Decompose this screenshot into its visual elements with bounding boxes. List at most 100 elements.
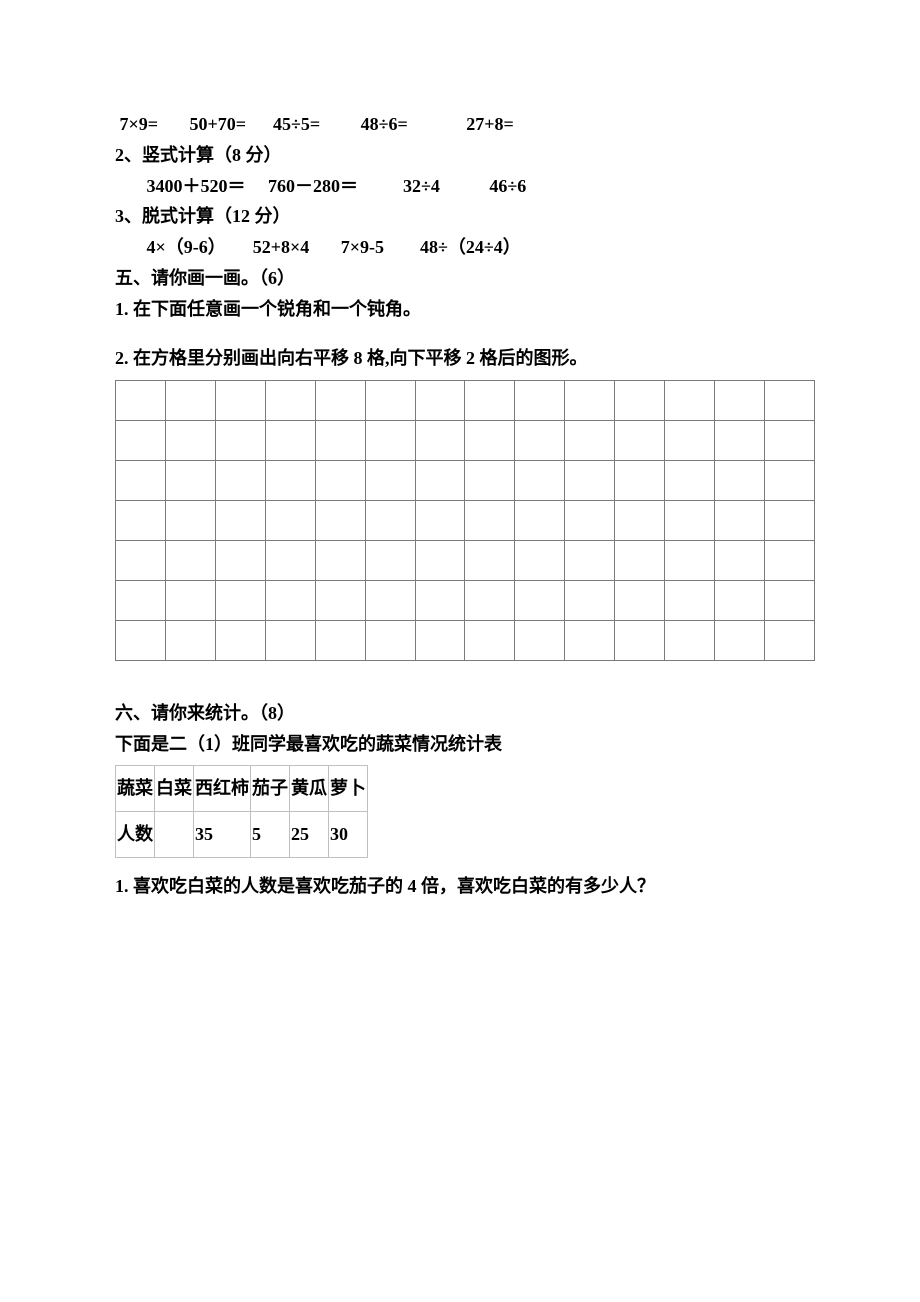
grid-cell <box>415 581 465 621</box>
grid-cell <box>565 501 615 541</box>
stats-cell: 蔬菜 <box>116 765 155 811</box>
stats-cell: 25 <box>290 811 329 857</box>
grid-cell <box>165 501 215 541</box>
grid-cell <box>515 461 565 501</box>
grid-cell <box>565 621 615 661</box>
section6-title: 六、请你来统计。（8） <box>115 699 805 728</box>
grid-cell <box>116 421 166 461</box>
grid-cell <box>665 581 715 621</box>
grid-cell <box>565 421 615 461</box>
grid-cell <box>615 581 665 621</box>
grid-cell <box>615 541 665 581</box>
grid-cell <box>215 501 265 541</box>
grid-cell <box>165 581 215 621</box>
grid-row <box>116 501 815 541</box>
grid-cell <box>764 501 814 541</box>
grid-cell <box>265 581 315 621</box>
grid-row <box>116 421 815 461</box>
spacer <box>115 326 805 344</box>
grid-cell <box>465 501 515 541</box>
grid-cell <box>665 421 715 461</box>
grid-cell <box>215 381 265 421</box>
grid-cell <box>764 461 814 501</box>
grid-cell <box>415 461 465 501</box>
grid-cell <box>415 381 465 421</box>
grid-cell <box>565 541 615 581</box>
grid-cell <box>415 421 465 461</box>
grid-cell <box>165 541 215 581</box>
grid-cell <box>515 381 565 421</box>
page-content: 7×9= 50+70= 45÷5= 48÷6= 27+8= 2、竖式计算（8 分… <box>0 0 920 942</box>
grid-cell <box>415 621 465 661</box>
step-calc-line: 4×（9-6） 52+8×4 7×9-5 48÷（24÷4） <box>115 233 805 262</box>
grid-cell <box>615 421 665 461</box>
grid-cell <box>465 381 515 421</box>
grid-cell <box>215 421 265 461</box>
grid-cell <box>715 581 765 621</box>
grid-cell <box>615 621 665 661</box>
grid-cell <box>265 461 315 501</box>
stats-cell: 茄子 <box>251 765 290 811</box>
grid-cell <box>465 461 515 501</box>
grid-cell <box>665 381 715 421</box>
grid-cell <box>116 381 166 421</box>
grid-cell <box>515 581 565 621</box>
stats-header-row: 蔬菜白菜西红柿茄子黄瓜萝卜 <box>116 765 368 811</box>
grid-cell <box>715 421 765 461</box>
grid-cell <box>116 541 166 581</box>
grid-cell <box>615 501 665 541</box>
grid-cell <box>365 381 415 421</box>
grid-cell <box>615 381 665 421</box>
grid-cell <box>415 501 465 541</box>
section5-q1: 1. 在下面任意画一个锐角和一个钝角。 <box>115 295 805 324</box>
grid-cell <box>365 541 415 581</box>
section6-sub: 下面是二（1）班同学最喜欢吃的蔬菜情况统计表 <box>115 730 805 759</box>
grid-cell <box>315 421 365 461</box>
spacer <box>115 681 805 699</box>
grid-cell <box>715 461 765 501</box>
grid-cell <box>465 581 515 621</box>
grid-cell <box>565 381 615 421</box>
grid-row <box>116 621 815 661</box>
grid-cell <box>365 461 415 501</box>
section5-title: 五、请你画一画。（6） <box>115 264 805 293</box>
mental-calc-line: 7×9= 50+70= 45÷5= 48÷6= 27+8= <box>115 110 805 139</box>
grid-cell <box>215 461 265 501</box>
grid-cell <box>165 461 215 501</box>
grid-cell <box>215 581 265 621</box>
stats-cell: 西红柿 <box>194 765 251 811</box>
stats-cell: 35 <box>194 811 251 857</box>
stats-cell: 人数 <box>116 811 155 857</box>
grid-cell <box>665 621 715 661</box>
grid-cell <box>515 501 565 541</box>
grid-cell <box>116 461 166 501</box>
grid-cell <box>215 541 265 581</box>
stats-cell: 萝卜 <box>329 765 368 811</box>
translation-grid <box>115 380 815 661</box>
grid-cell <box>715 501 765 541</box>
step-title: 3、脱式计算（12 分） <box>115 202 805 231</box>
grid-row <box>116 461 815 501</box>
grid-cell <box>615 461 665 501</box>
stats-cell <box>155 811 194 857</box>
grid-cell <box>515 541 565 581</box>
grid-cell <box>565 581 615 621</box>
grid-cell <box>116 621 166 661</box>
grid-cell <box>365 621 415 661</box>
grid-row <box>116 581 815 621</box>
grid-cell <box>715 621 765 661</box>
stats-cell: 黄瓜 <box>290 765 329 811</box>
section5-q2: 2. 在方格里分别画出向右平移 8 格,向下平移 2 格后的图形。 <box>115 344 805 373</box>
grid-cell <box>315 621 365 661</box>
grid-row <box>116 541 815 581</box>
grid-cell <box>265 541 315 581</box>
grid-cell <box>365 421 415 461</box>
grid-cell <box>515 621 565 661</box>
stats-cell: 5 <box>251 811 290 857</box>
stats-cell: 30 <box>329 811 368 857</box>
grid-cell <box>165 621 215 661</box>
grid-cell <box>665 541 715 581</box>
grid-cell <box>465 621 515 661</box>
grid-cell <box>265 421 315 461</box>
grid-row <box>116 381 815 421</box>
